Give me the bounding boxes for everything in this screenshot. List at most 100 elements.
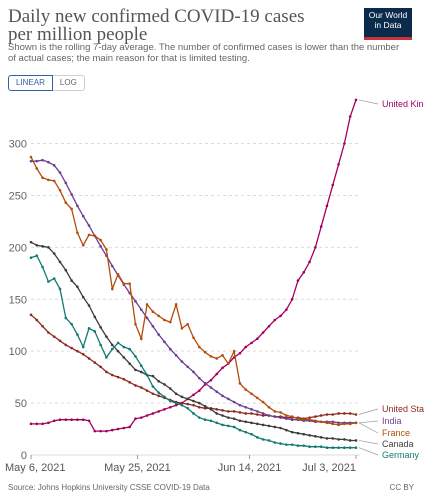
data-point: [232, 417, 236, 420]
data-point: [331, 446, 335, 450]
data-point: [180, 327, 184, 330]
data-point: [76, 231, 79, 235]
data-point: [76, 418, 79, 422]
data-point: [47, 331, 50, 334]
data-point: [331, 183, 335, 187]
data-point: [203, 350, 207, 354]
data-point: [256, 410, 259, 413]
data-point: [250, 392, 253, 396]
data-point: [232, 410, 236, 413]
data-point: [180, 403, 184, 407]
data-point: [198, 345, 201, 349]
data-point: [337, 421, 340, 425]
data-point: [99, 429, 102, 433]
data-point: [58, 418, 62, 422]
data-point: [261, 423, 265, 427]
data-point: [325, 413, 329, 416]
data-point: [180, 360, 184, 363]
data-point: [337, 423, 340, 427]
scale-toggle: LINEAR LOG: [8, 75, 85, 91]
series-label: Canada: [382, 439, 414, 449]
data-point: [325, 421, 329, 425]
data-point: [256, 396, 259, 400]
data-point: [325, 204, 329, 208]
logo-accent-bar: [364, 37, 412, 40]
data-point: [41, 265, 44, 269]
data-point: [128, 282, 131, 285]
data-point: [215, 421, 219, 425]
data-point: [58, 287, 62, 291]
data-point: [29, 422, 33, 426]
data-point: [343, 142, 346, 145]
y-tick-label: 0: [21, 450, 27, 462]
data-point: [47, 280, 50, 283]
data-point: [244, 430, 248, 434]
logo-line-2: in Data: [374, 20, 402, 30]
data-point: [273, 318, 277, 322]
data-point: [209, 408, 213, 411]
data-point: [70, 279, 73, 282]
log-scale-button[interactable]: LOG: [52, 75, 85, 91]
data-point: [186, 365, 189, 369]
data-point: [52, 335, 56, 338]
series-label: France: [382, 428, 410, 438]
linear-scale-button[interactable]: LINEAR: [8, 75, 53, 91]
data-point: [279, 314, 282, 318]
data-point: [110, 347, 114, 351]
data-point: [64, 316, 68, 320]
data-point: [290, 297, 294, 301]
data-point: [232, 400, 236, 404]
data-point: [93, 234, 97, 238]
data-point: [122, 356, 126, 359]
data-point: [186, 322, 189, 326]
data-point: [221, 366, 224, 370]
data-point: [244, 420, 248, 424]
data-point: [227, 362, 230, 365]
series-line: [30, 241, 356, 442]
data-point: [35, 167, 39, 170]
data-point: [221, 394, 224, 398]
data-point: [354, 413, 358, 416]
owid-logo[interactable]: Our World in Data: [364, 8, 412, 40]
data-point: [81, 345, 85, 349]
data-point: [308, 416, 311, 419]
y-tick-label: 100: [9, 346, 27, 358]
data-point: [227, 410, 230, 413]
data-point: [209, 355, 213, 358]
data-point: [302, 432, 306, 436]
data-point: [192, 370, 195, 374]
data-point: [128, 347, 131, 351]
data-point: [302, 418, 306, 422]
data-point: [163, 395, 166, 399]
license-link[interactable]: CC BY: [389, 483, 414, 492]
data-point: [348, 446, 352, 450]
data-point: [116, 375, 120, 379]
data-point: [105, 370, 108, 374]
data-point: [58, 339, 62, 343]
label-leader: [358, 420, 379, 424]
data-point: [81, 295, 85, 299]
data-point: [319, 445, 323, 448]
data-point: [215, 372, 219, 376]
y-tick-label: 50: [15, 398, 27, 410]
label-leader: [358, 99, 379, 105]
data-point: [116, 341, 120, 345]
label-leader: [358, 422, 379, 434]
data-point: [296, 444, 300, 447]
data-point: [110, 264, 114, 268]
data-point: [122, 426, 126, 430]
data-point: [180, 401, 184, 405]
data-point: [261, 414, 265, 417]
data-point: [35, 159, 39, 163]
data-point: [203, 404, 207, 408]
data-point: [215, 390, 219, 393]
data-point: [244, 412, 248, 415]
data-point: [192, 393, 195, 397]
data-point: [261, 438, 265, 441]
data-point: [238, 419, 242, 423]
data-point: [319, 225, 323, 228]
data-point: [285, 417, 288, 420]
gridlines: [31, 143, 360, 456]
data-point: [47, 421, 50, 425]
